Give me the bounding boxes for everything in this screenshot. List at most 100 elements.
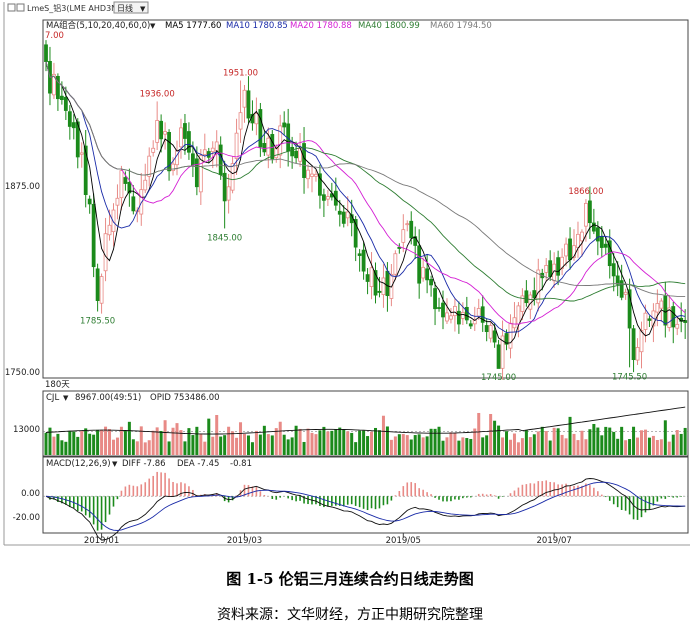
volume-bar [64,441,68,455]
candle-body [278,125,283,156]
volume-bar [683,427,687,455]
candle-body [56,75,60,100]
candle-body [127,181,132,194]
volume-bar [286,439,290,455]
macd-dea-line [45,481,686,531]
candle-body [187,131,191,153]
macd-panel-frame [42,456,689,534]
candle-body [393,253,398,275]
ma-readout-20: MA20 1780.88 [290,21,352,31]
price-tick-1875: 1875.00 [5,182,40,192]
candle-body [190,153,195,166]
candle-body [63,96,68,111]
macd-chevron-icon[interactable]: ▼ [112,460,118,468]
candle-body [357,253,362,256]
candle-body [464,306,469,321]
candle-body [83,145,88,196]
volume-bar [119,426,123,455]
volume-bar [659,439,663,455]
candle-body [214,141,219,152]
volume-bar [497,425,501,455]
chevron-down-icon[interactable]: ▼ [140,5,146,13]
period-selector[interactable]: 日线 [117,3,133,13]
volume-bar [211,436,215,455]
macd-label[interactable]: MACD(12,26,9) [46,459,111,469]
corner-value: 7.00 [45,31,64,41]
volume-bar [123,430,127,455]
volume-opid: OPID 753486.00 [150,393,220,403]
candle-body [595,227,600,242]
volume-bar [421,437,425,455]
candle-body [91,203,96,268]
volume-bar [620,426,624,455]
volume-bar [651,435,655,455]
price-annotation: 1745.00 [481,373,516,383]
volume-bar [203,441,207,455]
volume-bar [520,438,524,455]
window-icon [7,3,16,12]
volume-bar [374,427,378,455]
volume-bar [219,436,223,455]
candle-body [151,147,156,153]
candle-body [441,302,445,318]
candle-body [468,323,473,327]
volume-bar [235,437,239,455]
volume-label[interactable]: CJL [46,393,59,403]
candle-body [222,172,227,202]
volume-chevron-icon[interactable]: ▼ [63,394,69,402]
price-annotation: 1845.00 [207,233,242,243]
volume-bar [512,433,516,455]
volume-bar [393,436,397,455]
volume-bar [199,433,203,455]
candle-body [524,290,529,304]
candle-body [453,305,457,317]
candle-body [341,211,346,224]
volume-bar [516,442,520,455]
candle-body [314,173,318,177]
candle-body [500,335,505,369]
candle-body [635,347,640,361]
price-tick-1750: 1750.00 [5,368,40,378]
volume-bar [560,434,564,455]
candle-body [496,344,501,369]
volume-bar [346,431,350,455]
candle-body [365,274,370,282]
candle-body [385,270,390,297]
price-annotation: 1866.00 [568,187,603,197]
candle-body [445,312,449,322]
candle-body [262,143,267,153]
candle-body [353,219,358,248]
ma-set-chevron-icon[interactable]: ▼ [150,22,156,30]
volume-bar [282,434,286,455]
volume-bar [72,431,76,455]
volume-bar [223,435,227,455]
candle-body [194,158,199,188]
volume-bar [135,441,139,455]
candle-body [95,268,100,301]
volume-bar [600,435,604,455]
candle-body [512,317,517,329]
volume-bar [544,431,548,455]
volume-bar [612,431,616,455]
candle-body [572,245,576,258]
volume-panel-frame [42,390,689,457]
volume-bar [640,430,643,455]
volume-bar [540,426,544,455]
candle-body [536,269,541,304]
candle-body [603,243,608,248]
candle-body [397,246,402,249]
candle-body [210,147,215,153]
candle-body [87,198,92,205]
volume-bar [76,436,80,455]
main-panel-frame [42,19,689,379]
candle-body [123,177,128,184]
ma-readout-60: MA60 1794.50 [430,21,492,31]
volume-bar [663,420,667,455]
period-selector-box[interactable] [113,1,149,14]
volume-bar [592,423,596,455]
candle-body [238,112,243,130]
ma-set-label[interactable]: MA组合(5,10,20,40,60,0) [46,20,150,31]
volume-bar [187,428,191,455]
volume-bar [671,434,675,455]
candle-body [460,311,465,319]
